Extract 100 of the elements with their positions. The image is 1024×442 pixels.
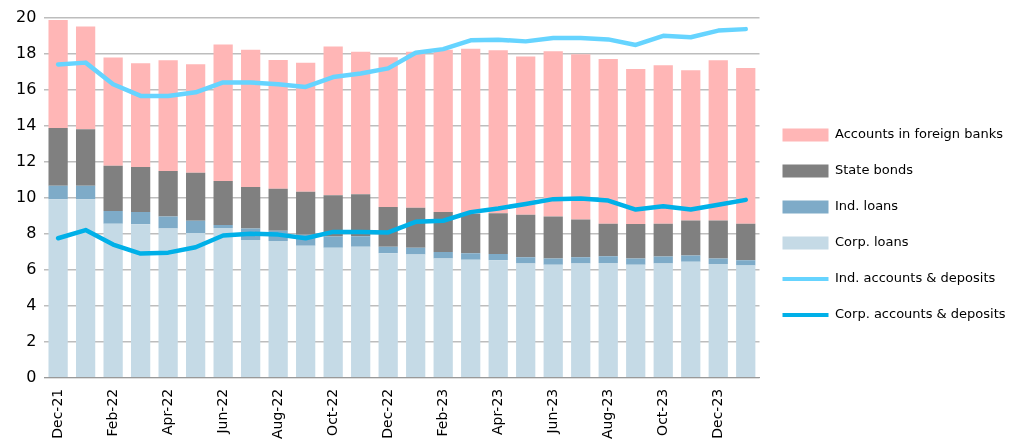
bar bbox=[186, 220, 206, 233]
bar bbox=[131, 224, 151, 378]
legend-label: Corp. loans bbox=[835, 234, 909, 250]
bar bbox=[571, 219, 591, 258]
y-tick-label: 0 bbox=[26, 366, 37, 386]
x-tick-label: Aug-22 bbox=[268, 388, 285, 439]
bar bbox=[571, 54, 591, 220]
bar bbox=[516, 214, 536, 258]
bar bbox=[708, 60, 728, 221]
bar bbox=[598, 59, 618, 224]
y-tick-label: 6 bbox=[26, 258, 37, 278]
bar bbox=[516, 56, 536, 215]
x-tick-label: Jun-22 bbox=[213, 388, 230, 435]
x-tick-label: Jun-23 bbox=[543, 388, 560, 435]
bar bbox=[736, 223, 756, 261]
legend-label: Ind. accounts & deposits bbox=[835, 270, 996, 286]
bar bbox=[571, 257, 591, 264]
bar bbox=[488, 260, 508, 378]
y-tick-label: 8 bbox=[26, 222, 37, 242]
bar bbox=[103, 57, 123, 166]
bar bbox=[48, 199, 68, 378]
bar bbox=[186, 233, 206, 378]
bar bbox=[653, 263, 673, 378]
y-tick-label: 14 bbox=[16, 114, 37, 134]
bar bbox=[186, 172, 206, 221]
bar bbox=[75, 185, 96, 200]
bar bbox=[131, 212, 151, 225]
legend-label: State bonds bbox=[835, 162, 914, 178]
bar bbox=[626, 69, 646, 224]
bar bbox=[296, 245, 316, 378]
y-tick-label: 10 bbox=[16, 186, 37, 206]
bar bbox=[433, 252, 453, 259]
y-tick-label: 18 bbox=[16, 42, 37, 62]
bar bbox=[268, 241, 288, 378]
bar bbox=[323, 247, 343, 378]
x-tick-label: Dec-23 bbox=[708, 388, 725, 439]
y-tick-label: 20 bbox=[16, 6, 37, 26]
x-tick-label: Feb-23 bbox=[433, 388, 450, 437]
bar bbox=[213, 44, 233, 181]
bar bbox=[488, 254, 508, 261]
bar bbox=[103, 223, 123, 378]
x-tick-label: Apr-23 bbox=[488, 388, 505, 435]
bar bbox=[653, 223, 673, 257]
bar bbox=[708, 258, 728, 264]
legend-label: Accounts in foreign banks bbox=[835, 126, 1004, 142]
bar bbox=[681, 255, 701, 262]
bar bbox=[708, 220, 728, 259]
bar bbox=[516, 263, 536, 378]
bar bbox=[323, 195, 343, 237]
bar bbox=[516, 257, 536, 264]
bar bbox=[48, 185, 68, 200]
x-tick-label: Dec-21 bbox=[48, 388, 65, 439]
bar bbox=[213, 227, 233, 378]
bar bbox=[653, 65, 673, 224]
bar bbox=[598, 262, 618, 378]
bar bbox=[351, 51, 371, 195]
x-tick-label: Oct-23 bbox=[653, 388, 670, 436]
bar bbox=[488, 50, 508, 214]
bar bbox=[736, 265, 756, 378]
bar bbox=[543, 51, 563, 217]
bar bbox=[268, 59, 288, 189]
bar bbox=[378, 57, 398, 207]
bar bbox=[488, 213, 508, 255]
bar bbox=[296, 62, 316, 192]
bar bbox=[186, 64, 206, 173]
bar bbox=[681, 220, 701, 256]
bar bbox=[158, 216, 178, 229]
bar bbox=[681, 261, 701, 378]
bar bbox=[626, 258, 646, 265]
bar bbox=[48, 20, 68, 128]
bar bbox=[103, 165, 123, 212]
legend-label: Ind. loans bbox=[835, 198, 899, 214]
bar bbox=[681, 70, 701, 221]
bar bbox=[653, 256, 673, 264]
bar bbox=[75, 26, 96, 130]
bar bbox=[626, 223, 646, 259]
bar bbox=[351, 236, 371, 247]
bar bbox=[736, 68, 756, 224]
bar bbox=[433, 258, 453, 378]
bar bbox=[158, 228, 178, 378]
bar bbox=[543, 258, 563, 265]
x-tick-label: Feb-22 bbox=[103, 388, 120, 437]
y-tick-label: 16 bbox=[16, 78, 37, 98]
bar bbox=[571, 263, 591, 378]
bar bbox=[323, 236, 343, 248]
x-tick-label: Dec-22 bbox=[378, 388, 395, 439]
bar bbox=[626, 264, 646, 378]
bar bbox=[158, 171, 178, 217]
bar bbox=[461, 213, 481, 254]
bar bbox=[543, 216, 563, 259]
bar bbox=[406, 254, 426, 378]
bar bbox=[378, 253, 398, 378]
y-tick-label: 4 bbox=[26, 294, 37, 314]
bar bbox=[461, 253, 481, 260]
bar bbox=[75, 129, 96, 186]
bar bbox=[131, 166, 151, 213]
bar bbox=[241, 240, 261, 378]
bar bbox=[708, 263, 728, 378]
bar bbox=[268, 188, 288, 231]
bar bbox=[598, 256, 618, 263]
